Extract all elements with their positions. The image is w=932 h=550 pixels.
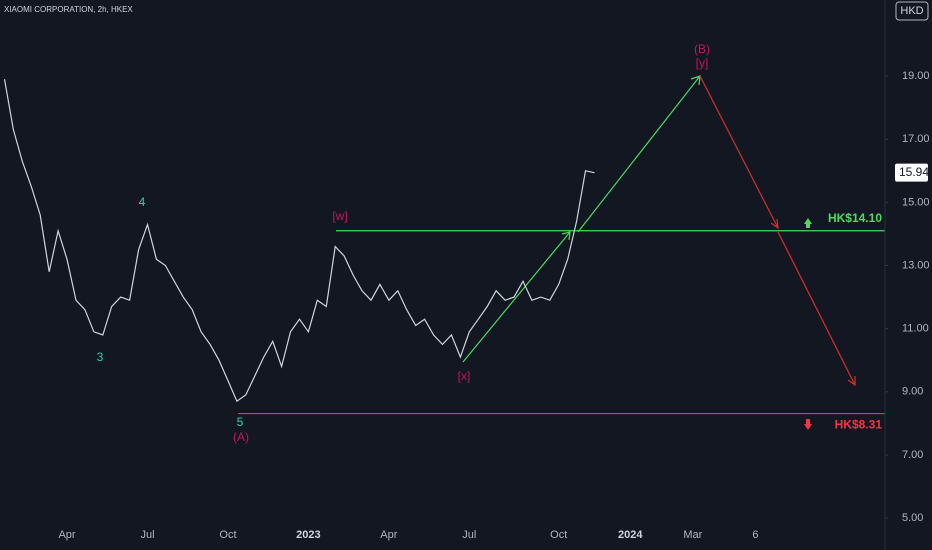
level-label: HK$8.31: [835, 418, 883, 432]
currency-box[interactable]: [895, 1, 929, 21]
y-tick-label: 9.00: [902, 386, 923, 398]
wave-label: 5: [237, 415, 244, 429]
x-tick-label: Apr: [380, 529, 397, 541]
x-tick-label: Oct: [219, 529, 236, 541]
projection-line: [577, 75, 701, 233]
projection: [462, 75, 856, 387]
projection-line: [699, 75, 779, 229]
x-tick-label: 2023: [296, 529, 320, 541]
y-tick-label: 5.00: [902, 512, 923, 524]
y-tick-label: 13.00: [902, 259, 930, 271]
arrow-head: [770, 218, 779, 230]
up-arrow-icon: [804, 218, 812, 228]
y-tick-label: 7.00: [902, 449, 923, 461]
wave-label: [x]: [458, 369, 471, 383]
last-price-label: 15.94: [899, 165, 929, 179]
wave-label: [y]: [696, 56, 709, 70]
y-tick-label: 11.00: [902, 323, 929, 335]
x-tick-label: Mar: [683, 529, 702, 541]
chart-title: XIAOMI CORPORATION, 2h, HKEX: [4, 5, 133, 14]
down-arrow-icon: [804, 419, 812, 430]
wave-label: (B): [694, 42, 710, 56]
x-tick-label: 2024: [618, 529, 643, 541]
currency: HKD: [900, 5, 923, 17]
wave-label: (A): [233, 430, 249, 444]
wave-label: [w]: [332, 209, 347, 223]
last-price-box: [895, 163, 928, 182]
arrow-head: [561, 231, 571, 241]
x-tick-label: Oct: [550, 529, 567, 541]
x-tick-label: Jul: [462, 529, 476, 541]
projection-line: [777, 231, 856, 386]
x-tick-label: 6: [752, 529, 758, 541]
y-tick-label: 17.00: [902, 133, 930, 145]
y-tick-label: 15.00: [902, 196, 930, 208]
wave-label: 3: [97, 350, 104, 364]
x-tick-label: Apr: [58, 529, 75, 541]
projection-line: [462, 231, 571, 363]
price-line: [3, 79, 595, 403]
wave-label: 4: [139, 195, 146, 209]
level-label: HK$14.10: [828, 211, 882, 225]
y-tick-label: 19.00: [902, 70, 930, 82]
x-tick-label: Jul: [140, 529, 154, 541]
arrow-head: [847, 376, 856, 387]
